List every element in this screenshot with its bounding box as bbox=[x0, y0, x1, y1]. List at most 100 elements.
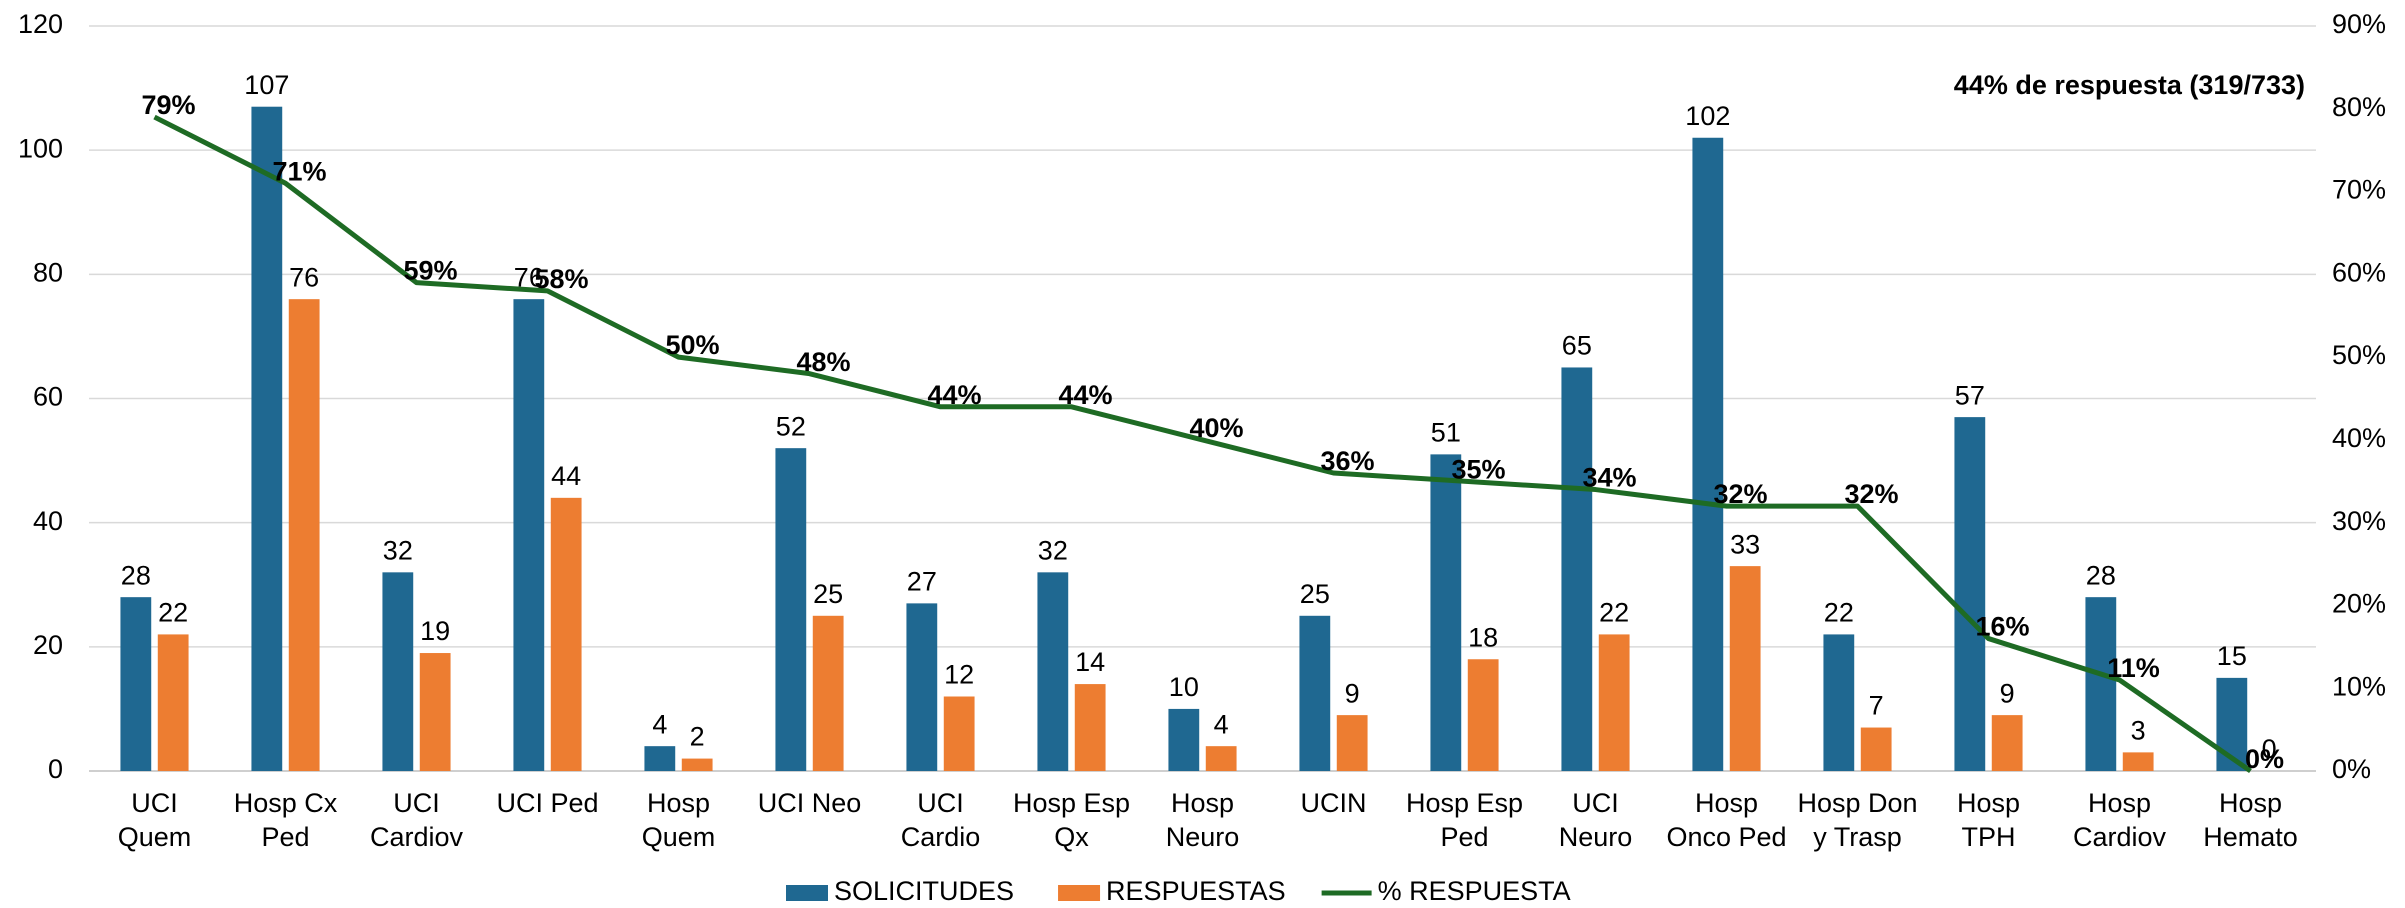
x-tick-label: Quem bbox=[118, 822, 192, 852]
y-tick-label: 60 bbox=[33, 382, 63, 412]
bar bbox=[288, 299, 320, 771]
bar-label: 22 bbox=[1824, 598, 1854, 628]
y2-tick-label: 40% bbox=[2332, 423, 2386, 453]
bar bbox=[1168, 708, 1200, 771]
bar-label: 3 bbox=[2131, 716, 2146, 746]
bar bbox=[513, 299, 545, 771]
x-tick-label: Quem bbox=[642, 822, 716, 852]
bar bbox=[1467, 659, 1499, 771]
y2-tick-label: 50% bbox=[2332, 340, 2386, 370]
bar bbox=[550, 497, 582, 771]
y-tick-label: 0 bbox=[48, 754, 63, 784]
line-label: 35% bbox=[1451, 454, 1505, 484]
bar-label: 4 bbox=[1214, 709, 1229, 739]
bar-label: 2 bbox=[690, 722, 705, 752]
line-label: 0% bbox=[2245, 744, 2284, 774]
y2-tick-label: 60% bbox=[2332, 257, 2386, 287]
x-tick-label: Hemato bbox=[2203, 822, 2298, 852]
x-tick-label: Cardiov bbox=[370, 822, 464, 852]
bar bbox=[644, 746, 676, 771]
bar-label: 4 bbox=[652, 709, 667, 739]
x-tick-label: UCIN bbox=[1301, 788, 1367, 818]
line-label: 40% bbox=[1189, 413, 1243, 443]
y2-tick-label: 70% bbox=[2332, 175, 2386, 205]
x-tick-label: Hosp bbox=[2088, 788, 2151, 818]
x-tick-label: UCI bbox=[131, 788, 178, 818]
bar-label: 9 bbox=[1345, 678, 1360, 708]
y2-tick-label: 80% bbox=[2332, 92, 2386, 122]
y-tick-label: 120 bbox=[18, 9, 63, 39]
bar bbox=[775, 448, 807, 771]
bar bbox=[1598, 634, 1630, 771]
x-tick-label: Hosp Don bbox=[1797, 788, 1917, 818]
y2-tick-label: 10% bbox=[2332, 671, 2386, 701]
bar-label: 76 bbox=[289, 262, 319, 292]
line-label: 79% bbox=[141, 90, 195, 120]
bar-label: 14 bbox=[1075, 647, 1105, 677]
legend-label: % RESPUESTA bbox=[1378, 876, 1571, 906]
x-tick-label: Hosp bbox=[647, 788, 710, 818]
y-tick-label: 80 bbox=[33, 257, 63, 287]
bar bbox=[1860, 727, 1892, 771]
bar-label: 22 bbox=[158, 598, 188, 628]
x-tick-label: Cardiov bbox=[2073, 822, 2167, 852]
bar-label: 52 bbox=[776, 411, 806, 441]
line-label: 50% bbox=[665, 330, 719, 360]
x-tick-label: Neuro bbox=[1559, 822, 1633, 852]
line-label: 59% bbox=[403, 256, 457, 286]
bar-label: 28 bbox=[2086, 560, 2116, 590]
line-label: 16% bbox=[1975, 612, 2029, 642]
bar bbox=[419, 653, 451, 771]
bar bbox=[157, 634, 189, 771]
x-tick-label: Ped bbox=[1440, 822, 1488, 852]
bar-label: 10 bbox=[1169, 672, 1199, 702]
bar bbox=[2122, 752, 2154, 771]
line-label: 34% bbox=[1582, 463, 1636, 493]
x-tick-label: Hosp bbox=[1171, 788, 1234, 818]
x-tick-label: y Trasp bbox=[1813, 822, 1902, 852]
x-tick-label: Neuro bbox=[1166, 822, 1240, 852]
line-label: 32% bbox=[1713, 479, 1767, 509]
bar-label: 27 bbox=[907, 567, 937, 597]
x-tick-label: TPH bbox=[1962, 822, 2016, 852]
bar-label: 32 bbox=[383, 535, 413, 565]
bar bbox=[2085, 597, 2117, 771]
line-label: 48% bbox=[796, 347, 850, 377]
bar-label: 22 bbox=[1599, 598, 1629, 628]
bar-label: 32 bbox=[1038, 535, 1068, 565]
x-tick-label: Hosp bbox=[1695, 788, 1758, 818]
bar-label: 12 bbox=[944, 660, 974, 690]
x-tick-label: Cardio bbox=[901, 822, 981, 852]
bar bbox=[1729, 566, 1761, 771]
line bbox=[153, 114, 2252, 774]
legend-swatch bbox=[1058, 885, 1101, 901]
x-tick-label: UCI bbox=[917, 788, 964, 818]
y2-tick-label: 30% bbox=[2332, 506, 2386, 536]
x-tick-label: Qx bbox=[1054, 822, 1089, 852]
y2-tick-label: 20% bbox=[2332, 589, 2386, 619]
bar-label: 33 bbox=[1730, 529, 1760, 559]
line-label: 32% bbox=[1844, 479, 1898, 509]
bar bbox=[812, 615, 844, 771]
bar-label: 107 bbox=[244, 70, 289, 100]
bar-label: 0 bbox=[2262, 734, 2277, 764]
legend-swatch bbox=[786, 885, 828, 901]
bar bbox=[1823, 634, 1855, 771]
y2-tick-label: 90% bbox=[2332, 9, 2386, 39]
bar bbox=[681, 758, 713, 771]
bar-label: 28 bbox=[121, 560, 151, 590]
x-tick-label: Hosp Esp bbox=[1406, 788, 1523, 818]
line-label: 71% bbox=[272, 156, 326, 186]
bar bbox=[120, 597, 152, 771]
bar-label: 25 bbox=[1300, 579, 1330, 609]
line-label: 11% bbox=[2107, 653, 2160, 683]
annotation: 44% de respuesta (319/733) bbox=[1954, 70, 2305, 100]
x-tick-label: Hosp Esp bbox=[1013, 788, 1130, 818]
x-tick-label: Hosp bbox=[1957, 788, 2020, 818]
x-tick-label: UCI bbox=[1572, 788, 1619, 818]
bar-label: 44 bbox=[551, 461, 581, 491]
bar bbox=[1430, 454, 1462, 771]
bar bbox=[1074, 684, 1106, 771]
bar bbox=[1692, 137, 1724, 771]
